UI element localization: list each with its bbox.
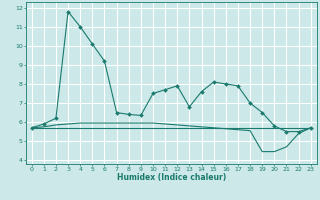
X-axis label: Humidex (Indice chaleur): Humidex (Indice chaleur) <box>116 173 226 182</box>
